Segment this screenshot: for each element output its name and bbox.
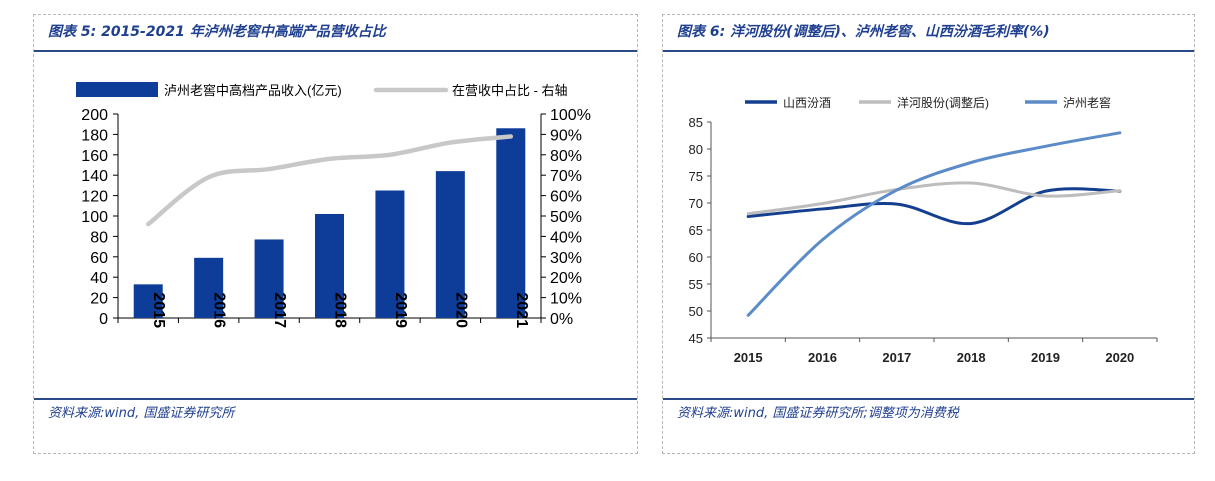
bar-2019 xyxy=(375,190,405,318)
right-y-tick-label: 0% xyxy=(550,311,573,328)
right-y-tick-label: 30% xyxy=(550,250,582,267)
x-tick-label: 2020 xyxy=(1105,350,1134,365)
left-source-note: 资料来源:wind, 国盛证券研究所 xyxy=(48,406,235,421)
x-tick-label: 2015 xyxy=(150,292,167,328)
legend-label-0: 山西汾酒 xyxy=(783,96,831,110)
y-tick-label: 50 xyxy=(689,304,703,319)
right-y-tick-label: 60% xyxy=(550,189,582,206)
left-y-tick-label: 180 xyxy=(81,127,108,144)
right-y-tick-label: 70% xyxy=(550,168,582,185)
x-tick-label: 2021 xyxy=(513,292,530,328)
right-y-tick-label: 80% xyxy=(550,148,582,165)
x-tick-label: 2016 xyxy=(211,292,228,328)
bar-2018 xyxy=(315,213,344,318)
series-line-2 xyxy=(746,131,1122,317)
x-tick-label: 2019 xyxy=(392,292,409,328)
x-tick-label: 2018 xyxy=(957,350,986,365)
series-line-0 xyxy=(746,187,1122,226)
y-tick-label: 65 xyxy=(689,223,703,238)
legend-label-1: 洋河股份(调整后) xyxy=(897,95,989,110)
legend-bar-swatch xyxy=(76,82,158,97)
left-chart-panel: 图表 5: 2015-2021 年泸州老窖中高端产品营收占比 泸州老窖中高档产品… xyxy=(33,14,638,454)
left-y-tick-label: 20 xyxy=(90,291,108,308)
x-tick-label: 2015 xyxy=(734,350,763,365)
left-source-rule xyxy=(34,398,637,400)
y-tick-label: 80 xyxy=(689,142,703,157)
x-tick-label: 2017 xyxy=(271,292,288,328)
left-y-tick-label: 100 xyxy=(81,209,108,226)
left-y-tick-label: 200 xyxy=(81,107,108,124)
left-y-tick-label: 80 xyxy=(90,229,108,246)
right-y-tick-label: 50% xyxy=(550,209,582,226)
right-y-tick-label: 40% xyxy=(550,229,582,246)
right-y-tick-label: 90% xyxy=(550,127,582,144)
y-tick-label: 45 xyxy=(689,331,703,346)
right-y-tick-label: 20% xyxy=(550,270,582,287)
left-y-tick-label: 60 xyxy=(90,250,108,267)
x-tick-label: 2019 xyxy=(1031,350,1060,365)
bar-2016 xyxy=(194,257,224,318)
series-line-1 xyxy=(746,181,1122,216)
bar-2015 xyxy=(133,284,163,318)
left-y-tick-label: 40 xyxy=(90,270,108,287)
y-tick-label: 75 xyxy=(689,169,703,184)
legend-label-2: 泸州老窖 xyxy=(1063,95,1111,110)
right-y-tick-label: 100% xyxy=(550,107,591,124)
legend-line-label: 在营收中占比 - 右轴 xyxy=(452,83,568,98)
y-tick-label: 70 xyxy=(689,196,703,211)
y-tick-label: 60 xyxy=(689,250,703,265)
left-y-tick-label: 120 xyxy=(81,189,108,206)
left-title-rule xyxy=(34,50,637,52)
bar-2021 xyxy=(496,128,526,318)
right-title-rule xyxy=(663,50,1194,52)
x-tick-label: 2016 xyxy=(808,350,837,365)
left-chart-title: 图表 5: 2015-2021 年泸州老窖中高端产品营收占比 xyxy=(48,24,386,40)
right-chart: 山西汾酒 洋河股份(调整后) 泸州老窖 45 50 55 60 65 70 75 80 85 2015 2… xyxy=(689,95,1158,365)
right-chart-title: 图表 6: 洋河股份(调整后)、泸州老窖、山西汾酒毛利率(%) xyxy=(677,24,1050,40)
left-chart: 泸州老窖中高档产品收入(亿元) 在营收中占比 - 右轴 0 20 40 60 80 100 12… xyxy=(76,82,591,328)
right-chart-panel: 图表 6: 洋河股份(调整后)、泸州老窖、山西汾酒毛利率(%) 山西汾酒 洋河股份… xyxy=(662,14,1195,454)
y-tick-label: 85 xyxy=(689,115,703,130)
bar-2017 xyxy=(254,239,284,318)
bar-2020 xyxy=(435,171,465,318)
x-tick-label: 2020 xyxy=(452,292,469,328)
right-source-rule xyxy=(663,398,1194,400)
right-source-note: 资料来源:wind, 国盛证券研究所;调整项为消费税 xyxy=(677,406,959,421)
right-y-tick-label: 10% xyxy=(550,291,582,308)
share-line xyxy=(145,134,514,227)
left-y-tick-label: 160 xyxy=(81,148,108,165)
y-tick-label: 55 xyxy=(689,277,703,292)
legend-bar-label: 泸州老窖中高档产品收入(亿元) xyxy=(164,83,342,98)
x-tick-label: 2018 xyxy=(332,292,349,328)
x-tick-label: 2017 xyxy=(882,350,911,365)
left-y-tick-label: 140 xyxy=(81,168,108,185)
left-y-tick-label: 0 xyxy=(99,311,108,328)
